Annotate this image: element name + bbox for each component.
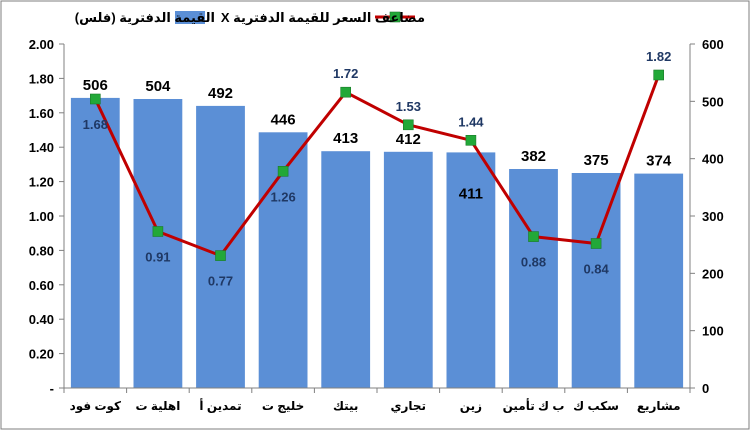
legend-label-bar: القيمة الدفترية (فلس) (75, 10, 215, 25)
bar-value-label: 413 (333, 130, 358, 147)
y-left-tick-label: 1.40 (29, 140, 54, 155)
bar (133, 99, 183, 388)
bar-series (70, 97, 684, 389)
x-category-label: بيتك (333, 399, 358, 413)
legend-swatch-bar (175, 11, 205, 24)
legend-swatch-marker (389, 11, 401, 23)
line-marker (590, 238, 602, 249)
line-marker (152, 226, 164, 237)
bar-value-label: 411 (459, 185, 483, 202)
x-category-label: اهلية ت (135, 399, 180, 413)
x-category-label: زين (460, 399, 482, 413)
line-value-label: 1.26 (270, 189, 295, 204)
bar (196, 105, 245, 389)
y-right-tick-label: 100 (702, 324, 724, 339)
y-right-tick-label: 500 (702, 94, 724, 109)
line-value-label: 0.77 (208, 274, 233, 289)
x-category-label: سكب ك (573, 399, 619, 413)
line-marker (215, 250, 226, 261)
y-left-tick-label: 1.80 (29, 71, 54, 86)
x-category-label: ب ك تأمين (503, 398, 565, 413)
y-right-tick-label: 300 (702, 209, 724, 224)
line-marker (528, 231, 539, 242)
line-marker (90, 93, 101, 105)
bar-value-label: 504 (145, 78, 171, 95)
x-category-label: تمدين أ (199, 398, 241, 413)
bar-value-label: 382 (521, 148, 546, 165)
y-right-tick-label: 200 (702, 266, 724, 281)
bar (571, 173, 621, 388)
line-value-label: 0.91 (145, 249, 170, 264)
line-path (93, 74, 661, 258)
y-right-tick-label: 0 (702, 381, 709, 396)
y-left-tick-label: - (50, 381, 54, 396)
line-value-label: 1.44 (458, 114, 484, 129)
y-right-tick-label: 400 (702, 152, 724, 167)
y-left-tick-label: 0.60 (29, 278, 54, 293)
x-category-label: مشاريع (637, 399, 681, 413)
y-left-tick-label: 0.80 (29, 243, 54, 258)
line-value-label: 0.84 (583, 262, 609, 277)
x-category-label: خليج ت (262, 399, 305, 413)
line-marker (340, 86, 352, 98)
data-labels: 506 504 492 446 413 412 411 382 375 374 1.68 0.91 0.… (83, 49, 672, 289)
line-value-label: 1.68 (83, 117, 108, 132)
bar (446, 152, 496, 388)
bar-value-label: 412 (396, 131, 421, 148)
bar (634, 173, 684, 388)
line-value-label: 0.88 (521, 255, 546, 270)
legend: القيمة الدفترية (فلس) مضاعف السعر للقيمة … (75, 10, 425, 25)
bar-value-label: 374 (646, 153, 672, 170)
line-marker (402, 119, 414, 131)
y-left-tick-label: 1.00 (29, 209, 54, 224)
y-left-tick-label: 0.20 (29, 347, 54, 362)
line-value-label: 1.72 (333, 66, 358, 81)
axes: - 0.20 0.40 0.60 0.80 1.00 1.20 1.40 1.60 1.80 2.0… (29, 37, 724, 414)
legend-label-line: مضاعف السعر للقيمة الدفترية X (221, 10, 425, 25)
bar-value-label: 375 (584, 152, 609, 169)
bar (70, 97, 120, 389)
y-left-tick-label: 0.40 (29, 312, 54, 327)
bar (509, 169, 558, 388)
line-marker (653, 69, 665, 81)
x-category-label: كوت فود (70, 399, 121, 414)
x-category-label: تجاري (391, 399, 427, 413)
line-marker (277, 166, 289, 177)
bar (383, 151, 433, 388)
y-right-tick-label: 600 (702, 37, 724, 52)
bar-value-label: 492 (208, 85, 233, 102)
y-left-tick-label: 1.60 (29, 106, 54, 121)
y-left-tick-label: 2.00 (29, 37, 54, 52)
bar (321, 151, 371, 388)
line-series (90, 69, 665, 261)
line-value-label: 1.82 (646, 49, 671, 64)
line-value-label: 1.53 (396, 99, 421, 114)
line-marker (465, 135, 477, 146)
bar-value-label: 506 (83, 77, 108, 94)
y-left-tick-label: 1.20 (29, 175, 54, 190)
bar-value-label: 446 (271, 111, 296, 128)
